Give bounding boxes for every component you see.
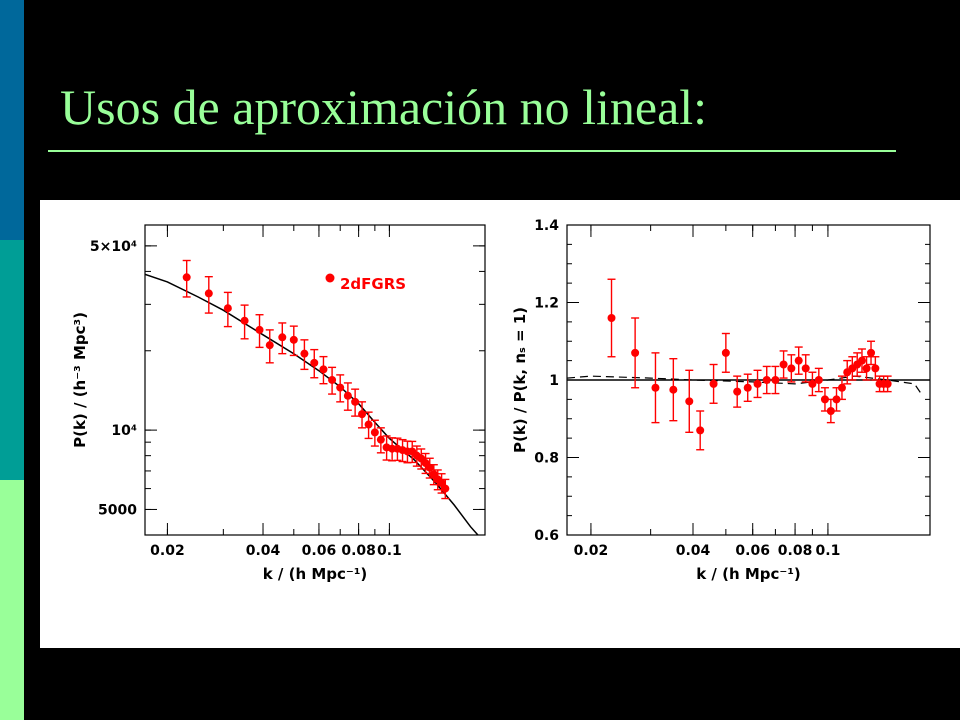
model-curve	[145, 273, 479, 535]
data-point	[255, 325, 264, 334]
data-point	[351, 397, 360, 406]
y-tick-label: 1.2	[534, 296, 559, 312]
data-point	[814, 376, 823, 384]
data-point	[300, 349, 309, 358]
x-tick-label: 0.02	[150, 543, 185, 559]
data-point	[328, 375, 337, 384]
data-point	[753, 379, 762, 388]
data-point	[837, 383, 846, 392]
data-point	[832, 395, 841, 404]
y-tick-label: 5000	[98, 502, 137, 518]
y-tick-label: 1.4	[534, 218, 559, 234]
data-point	[779, 360, 788, 369]
data-point	[669, 385, 678, 394]
legend-marker	[325, 273, 335, 283]
x-tick-label: 0.1	[377, 543, 402, 559]
data-point	[857, 356, 866, 365]
data-point	[240, 316, 249, 325]
data-point	[425, 463, 434, 472]
data-point	[607, 314, 616, 322]
data-point	[883, 379, 892, 388]
power-spectrum-chart: 0.02 0.04 0.06 0.08 0.1 5×10⁴ 10⁴ 5000 k / (h Mp…	[71, 224, 486, 583]
data-point	[826, 407, 835, 415]
data-point	[721, 348, 730, 357]
data-point	[358, 410, 367, 419]
data-point	[733, 387, 742, 396]
data-point	[820, 395, 829, 404]
y-axis-label: P(k) / (h⁻³ Mpc³)	[71, 312, 89, 448]
ratio-chart: 0.02 0.04 0.06 0.08 0.1 1.4 1.2 1 0.8 0.6 k / (h M…	[511, 218, 931, 583]
data-point	[376, 435, 385, 444]
x-tick-label: 0.1	[816, 543, 841, 559]
y-tick-label: 0.8	[534, 451, 559, 467]
data-point	[867, 348, 876, 357]
data-point	[278, 333, 287, 342]
title-underline	[48, 150, 896, 152]
data-point	[265, 341, 274, 350]
y-tick-label: 10⁴	[111, 423, 137, 439]
data-point	[223, 304, 232, 313]
x-tick-label: 0.04	[246, 543, 281, 559]
data-point	[651, 383, 660, 392]
x-tick-label: 0.06	[302, 543, 337, 559]
data-point	[370, 428, 379, 437]
data-point	[871, 364, 880, 373]
x-tick-label: 0.02	[574, 543, 609, 559]
data-point	[310, 358, 319, 367]
x-tick-label: 0.08	[341, 543, 376, 559]
data-point	[743, 383, 752, 392]
accent-bar-middle	[0, 240, 24, 480]
data-point	[709, 379, 718, 388]
data-point	[364, 420, 373, 429]
data-point	[319, 365, 328, 374]
data-point	[336, 383, 345, 392]
x-tick-label: 0.06	[735, 543, 770, 559]
data-point	[762, 376, 771, 384]
data-point	[289, 335, 298, 344]
data-point	[862, 364, 871, 373]
data-point	[808, 379, 817, 388]
slide-title: Usos de aproximación no lineal:	[60, 79, 708, 135]
legend-label: 2dFGRS	[340, 275, 406, 293]
data-point	[801, 364, 810, 373]
dashed-curve	[567, 375, 923, 396]
y-tick-label: 1	[549, 373, 559, 389]
data-point	[182, 273, 191, 282]
x-axis-label: k / (h Mpc⁻¹)	[263, 565, 368, 583]
x-tick-label: 0.08	[778, 543, 813, 559]
data-point	[685, 397, 694, 406]
data-point	[696, 426, 705, 435]
y-tick-label: 5×10⁴	[90, 239, 137, 255]
data-point	[441, 484, 450, 493]
data-point	[204, 289, 213, 298]
data-point	[343, 391, 352, 400]
x-tick-label: 0.04	[676, 543, 711, 559]
data-point	[631, 348, 640, 357]
data-point	[787, 364, 796, 373]
data-point	[794, 356, 803, 365]
y-axis-label: P(k) / P(k, nₛ = 1)	[511, 307, 529, 453]
data-point	[771, 376, 780, 384]
y-tick-label: 0.6	[534, 528, 559, 544]
plot-frame	[144, 224, 486, 536]
accent-bar-top	[0, 0, 24, 240]
accent-bar-bottom	[0, 480, 24, 720]
figure-panel: 0.02 0.04 0.06 0.08 0.1 5×10⁴ 10⁴ 5000 k / (h Mp…	[40, 200, 960, 648]
x-axis-label: k / (h Mpc⁻¹)	[696, 565, 801, 583]
